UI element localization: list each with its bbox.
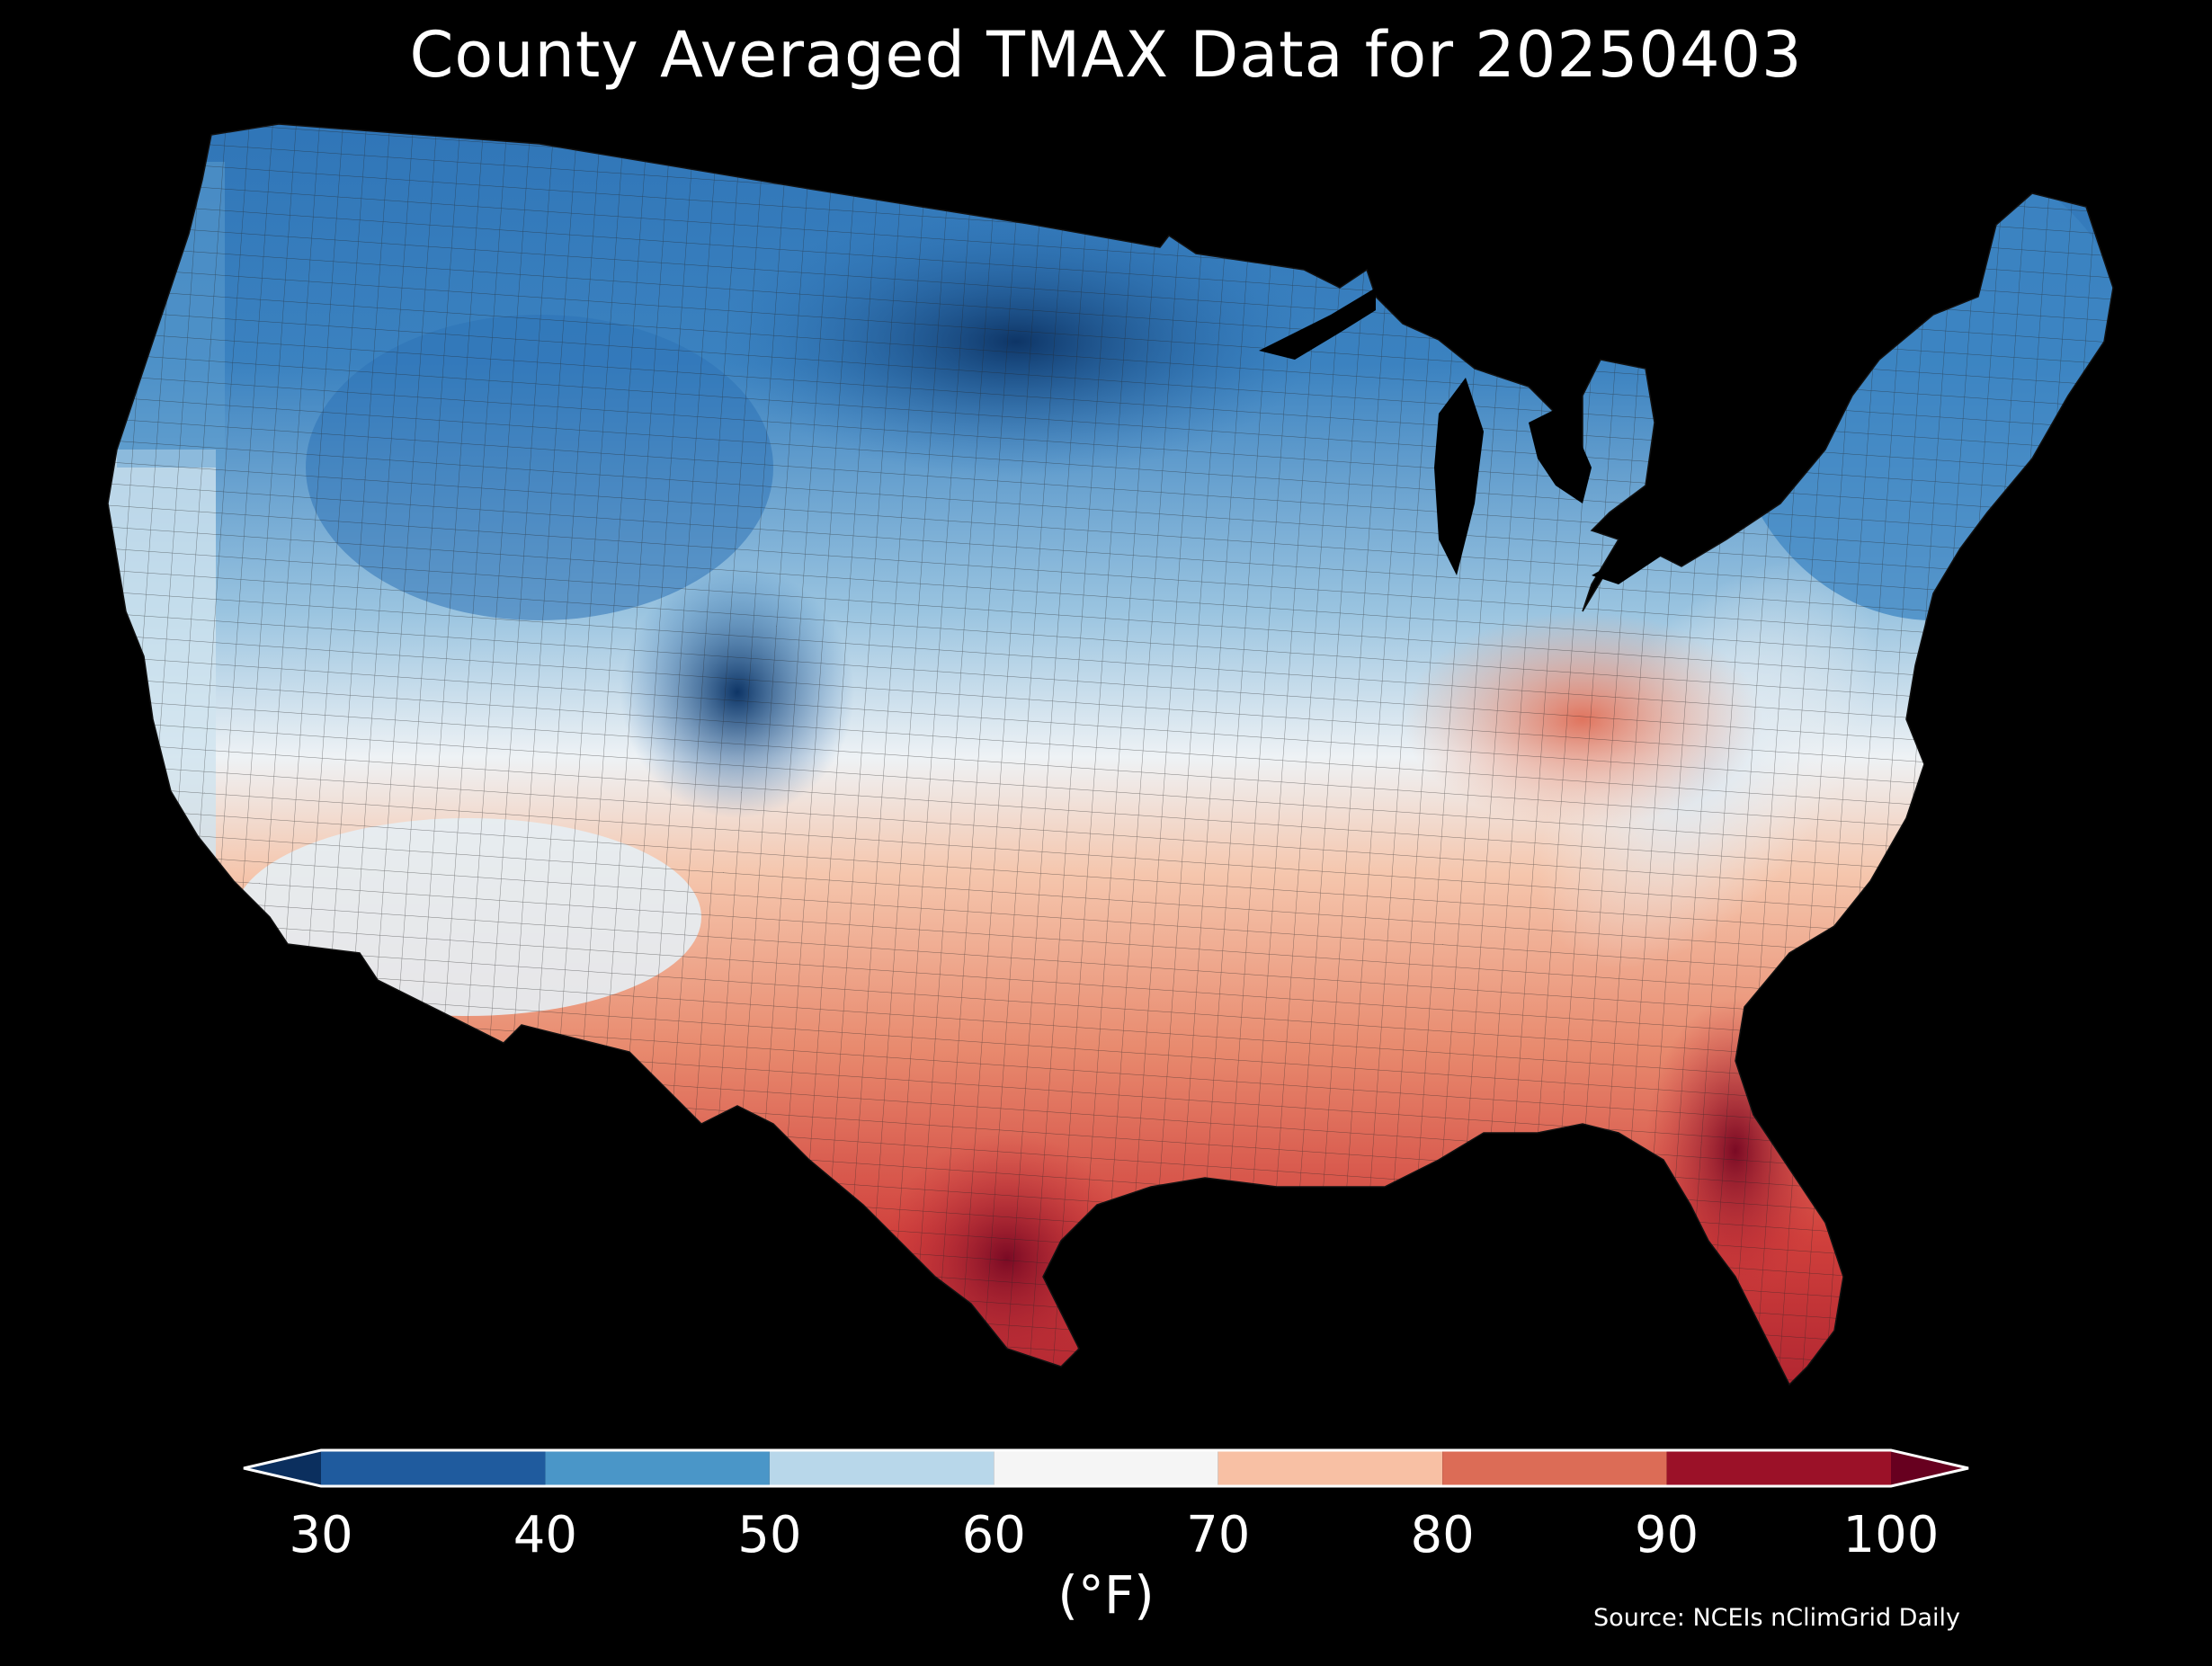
- colorbar-tick-label: 60: [961, 1506, 1026, 1564]
- colorbar-tick-label: 100: [1842, 1506, 1940, 1564]
- colorbar-bin-6: [1666, 1450, 1891, 1486]
- us-county-tmax-map: [107, 123, 2114, 1385]
- colorbar-outline: [243, 1448, 1969, 1488]
- lake-erie: [1592, 539, 1672, 584]
- colorbar-tick-label: 30: [289, 1506, 353, 1564]
- colorbar-unit-label: (°F): [1057, 1564, 1155, 1626]
- lake-huron: [1529, 405, 1592, 503]
- colorbar-bin-0: [321, 1450, 546, 1486]
- colorbar-over-arrow: [1891, 1450, 1968, 1486]
- colorbar-tick-label: 70: [1186, 1506, 1251, 1564]
- source-attribution: Source: NCEIs nClimGrid Daily: [1593, 1604, 1960, 1632]
- colorbar-under-arrow: [244, 1450, 321, 1486]
- colorbar-tick-label: 40: [513, 1506, 578, 1564]
- colorbar-tick-label: 80: [1410, 1506, 1475, 1564]
- lake-superior: [1259, 288, 1376, 360]
- colorbar-bin-4: [1217, 1450, 1443, 1486]
- colorbar-tick-label: 50: [737, 1506, 802, 1564]
- map-title: County Averaged TMAX Data for 20250403: [409, 18, 1803, 92]
- colorbar-bin-1: [545, 1450, 770, 1486]
- colorbar-tick-label: 90: [1634, 1506, 1699, 1564]
- colorbar-bin-2: [769, 1450, 995, 1486]
- colorbar-bin-3: [994, 1450, 1218, 1486]
- lake-michigan: [1434, 378, 1484, 575]
- colorbar-bin-5: [1442, 1450, 1667, 1486]
